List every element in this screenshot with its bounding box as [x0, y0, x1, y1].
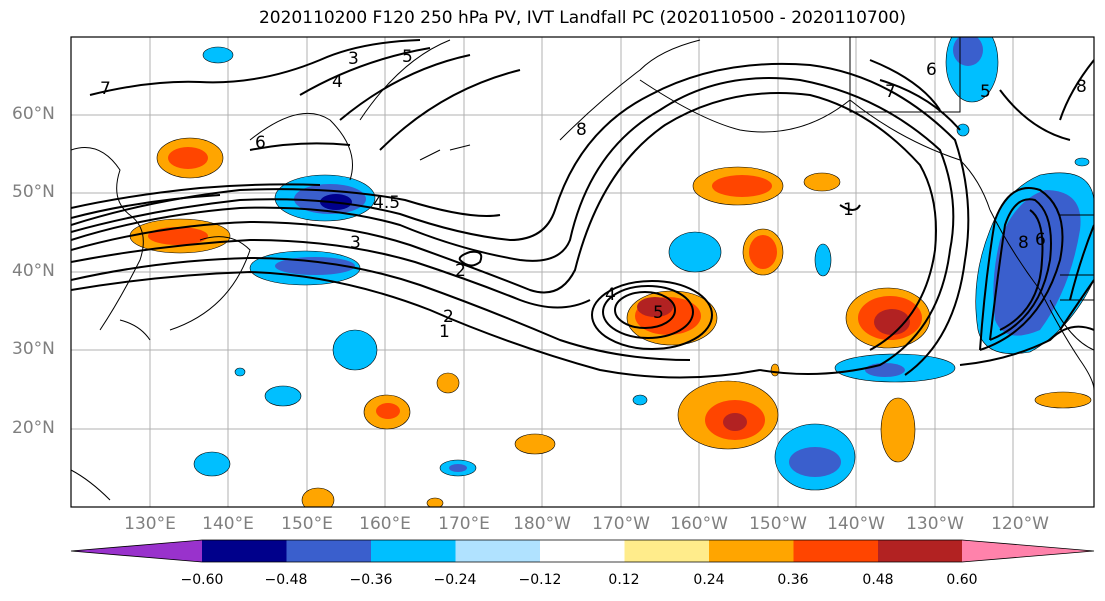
colorbar-tick: −0.48 [264, 572, 308, 588]
lon-label-140w: 140°W [827, 514, 885, 534]
colorbar-tick: 0.12 [608, 572, 640, 588]
colorbar-swatch [962, 540, 1094, 562]
colorbar-swatch [878, 540, 963, 562]
lon-label-160w: 160°W [670, 514, 728, 534]
contour-label: 5 [653, 303, 664, 323]
contour-label: 5 [402, 47, 413, 67]
lon-label-170w: 170°W [592, 514, 650, 534]
colorbar-swatch [793, 540, 879, 562]
lat-label-60n: 60°N [12, 104, 55, 124]
colorbar-tick: −0.24 [433, 572, 477, 588]
colorbar-tick: 0.36 [777, 572, 809, 588]
lat-label-20n: 20°N [12, 418, 55, 438]
colorbar-tick: 0.48 [862, 572, 894, 588]
contour-label: 2 [443, 307, 454, 327]
contour-label: 6 [255, 133, 266, 153]
lon-label-130w: 130°W [906, 514, 964, 534]
colorbar-swatch [709, 540, 794, 562]
colorbar-tick: −0.12 [518, 572, 562, 588]
contour-label: 6 [1035, 230, 1046, 250]
colorbar-swatch [286, 540, 372, 562]
colorbar-outline [70, 539, 1095, 563]
contour-label: 3 [348, 49, 359, 69]
colorbar-swatch [540, 540, 625, 562]
colorbar-swatch [455, 540, 541, 562]
colorbar-swatch [371, 540, 456, 562]
contour-label: 2 [455, 261, 466, 281]
contour-label: 7 [885, 82, 896, 102]
lat-label-40n: 40°N [12, 261, 55, 281]
shaded-anomalies [129, 37, 1094, 507]
contour-label: 6 [926, 60, 937, 80]
colorbar-swatch [71, 540, 202, 562]
contour-label: 3 [350, 233, 361, 253]
contour-label: 7 [100, 79, 111, 99]
lon-label-170e: 170°E [438, 514, 490, 534]
colorbar [70, 539, 1095, 563]
lon-label-130e: 130°E [124, 514, 176, 534]
contour-label: 5 [980, 82, 991, 102]
lon-label-150w: 150°W [749, 514, 807, 534]
contour-label: 4 [332, 72, 343, 92]
contour-label: 1 [439, 322, 450, 342]
contour-label: 4 [605, 285, 616, 305]
contour-label: 8 [1018, 233, 1029, 253]
lon-label-160e: 160°E [359, 514, 411, 534]
contour-label: 8 [1076, 77, 1087, 97]
lon-label-150e: 150°E [281, 514, 333, 534]
lon-label-140e: 140°E [202, 514, 254, 534]
lat-label-30n: 30°N [12, 339, 55, 359]
coastlines [71, 37, 1094, 501]
colorbar-tick: 0.60 [946, 572, 978, 588]
colorbar-swatch [624, 540, 710, 562]
contour-label: 4.5 [373, 193, 400, 213]
colorbar-tick: −0.60 [180, 572, 224, 588]
lon-label-180w: 180°W [513, 514, 571, 534]
contour-label: 1 [843, 200, 854, 220]
contour-label: 8 [576, 120, 587, 140]
lat-label-50n: 50°N [12, 182, 55, 202]
colorbar-tick: 0.24 [693, 572, 725, 588]
colorbar-swatch [202, 540, 287, 562]
pv-contours [71, 39, 1094, 379]
colorbar-tick: −0.36 [349, 572, 393, 588]
lon-label-120w: 120°W [991, 514, 1049, 534]
map-title: 2020110200 F120 250 hPa PV, IVT Landfall… [258, 8, 906, 28]
